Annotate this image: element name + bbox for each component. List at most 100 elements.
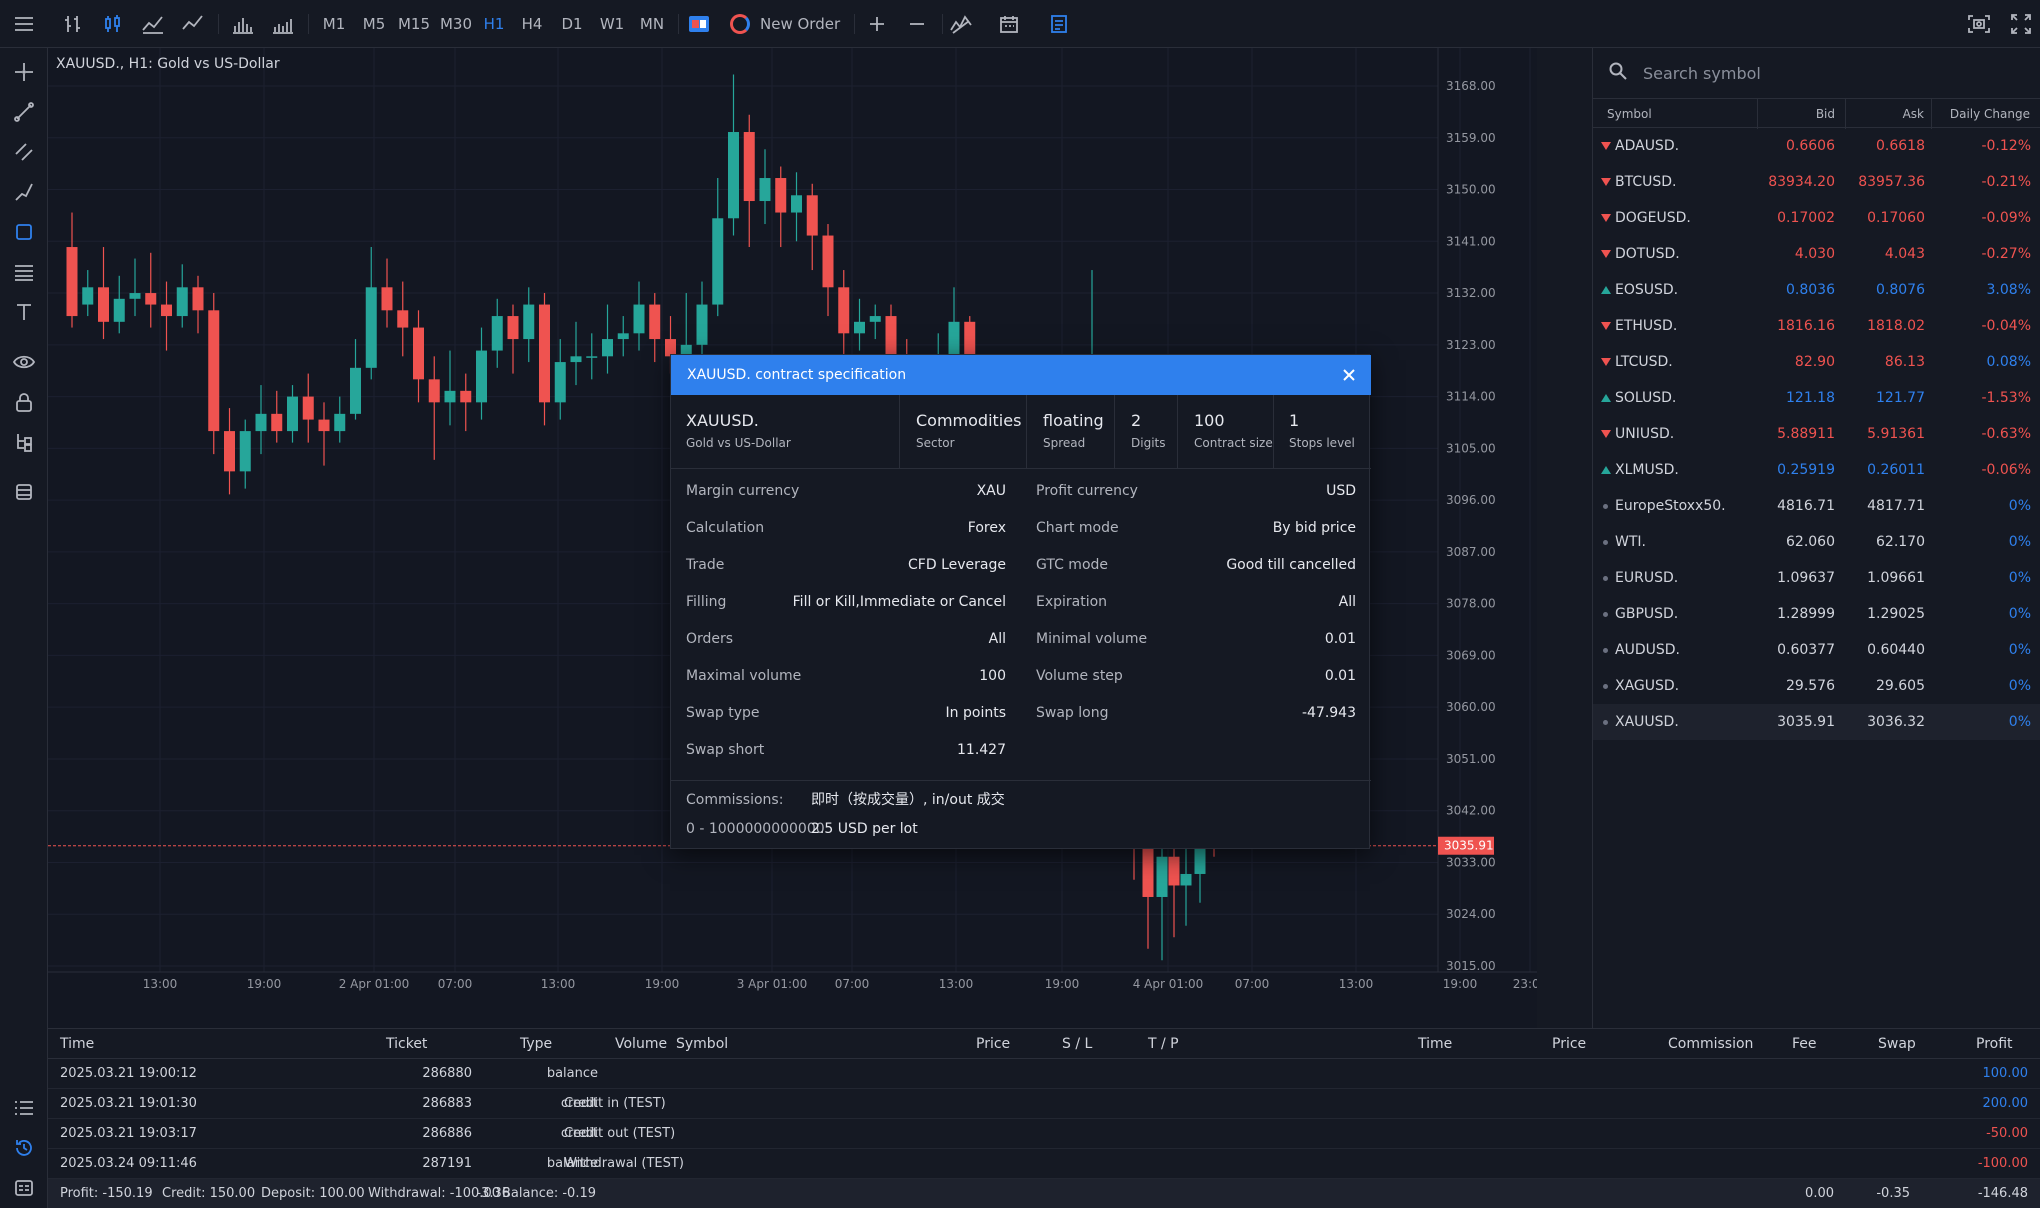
watchlist-row[interactable]: ADAUSD. 0.6606 0.6618 -0.12% [1593, 128, 2040, 164]
journal-icon[interactable] [0, 1168, 48, 1208]
col-volume[interactable]: Volume [615, 1036, 668, 1052]
candle-body [350, 367, 361, 414]
timeframe-m1[interactable]: M1 [322, 15, 346, 33]
watchlist-row[interactable]: EuropeStoxx50. 4816.71 4817.71 0% [1593, 488, 2040, 524]
watchlist-row[interactable]: DOGEUSD. 0.17002 0.17060 -0.09% [1593, 200, 2040, 236]
fullscreen-icon[interactable] [2006, 0, 2036, 48]
shapes-icon[interactable] [0, 212, 48, 252]
col-daily-change[interactable]: Daily Change [1949, 107, 2030, 121]
watchlist-row[interactable]: WTI. 62.060 62.170 0% [1593, 524, 2040, 560]
spec-row-chart-mode: Chart mode By bid price [1036, 510, 1356, 547]
col-sl[interactable]: S / L [1062, 1036, 1093, 1052]
summary-fee: 0.00 [1805, 1186, 1834, 1201]
history-icon[interactable] [0, 1128, 48, 1168]
col-type[interactable]: Type [520, 1036, 553, 1052]
drawing-toolbar [0, 48, 48, 1208]
indicators-icon[interactable] [946, 0, 976, 48]
symbol-search[interactable] [1593, 48, 2040, 98]
col-tp[interactable]: T / P [1148, 1036, 1179, 1052]
search-input[interactable] [1643, 63, 2003, 83]
watchlist-bid: 29.576 [1786, 678, 1835, 694]
lock-icon[interactable] [0, 382, 48, 422]
list-view-icon[interactable] [0, 1088, 48, 1128]
chart-title: XAUUSD., H1: Gold vs US-Dollar [56, 56, 280, 72]
watchlist-row[interactable]: AUDUSD. 0.60377 0.60440 0% [1593, 632, 2040, 668]
timeframe-m15[interactable]: M15 [397, 15, 431, 33]
history-row[interactable]: 2025.03.24 09:11:46 287191 balance Withdraw… [48, 1149, 2040, 1179]
close-icon[interactable] [1339, 365, 1359, 385]
history-row[interactable]: 2025.03.21 19:03:17 286886 credit Credit ou… [48, 1119, 2040, 1149]
crosshair-icon[interactable] [0, 52, 48, 92]
col-symbol[interactable]: Symbol [1607, 107, 1652, 121]
candle-body [1180, 873, 1192, 886]
time-axis-label: 07:00 [835, 977, 870, 991]
col-symbol[interactable]: Symbol [676, 1036, 729, 1052]
area-chart-type-icon[interactable] [138, 0, 168, 48]
watchlist-row[interactable]: EOSUSD. 0.8036 0.8076 3.08% [1593, 272, 2040, 308]
col-commission[interactable]: Commission [1668, 1036, 1754, 1052]
col-swap[interactable]: Swap [1878, 1036, 1916, 1052]
trend-line-icon[interactable] [0, 92, 48, 132]
timeframe-mn[interactable]: MN [639, 15, 665, 33]
watchlist-row[interactable]: EURUSD. 1.09637 1.09661 0% [1593, 560, 2040, 596]
col-bid[interactable]: Bid [1815, 107, 1835, 121]
timeframe-h4[interactable]: H4 [521, 15, 543, 33]
volume-trend-icon[interactable] [268, 0, 298, 48]
timeframe-d1[interactable]: D1 [561, 15, 583, 33]
object-tree-icon[interactable] [0, 422, 48, 462]
candlestick-chart-type-icon[interactable] [98, 0, 128, 48]
timeframe-m5[interactable]: M5 [362, 15, 386, 33]
watchlist-row[interactable]: ETHUSD. 1816.16 1818.02 -0.04% [1593, 308, 2040, 344]
candle-body [728, 132, 739, 219]
col-price[interactable]: Price [976, 1036, 1011, 1052]
col-close-time[interactable]: Time [1418, 1036, 1453, 1052]
channel-icon[interactable] [0, 132, 48, 172]
zoom-in-icon[interactable] [862, 0, 892, 48]
watchlist-row[interactable]: BTCUSD. 83934.20 83957.36 -0.21% [1593, 164, 2040, 200]
templates-icon[interactable] [0, 472, 48, 512]
new-order-button[interactable]: New Order [730, 0, 850, 48]
fibonacci-icon[interactable] [0, 252, 48, 292]
watchlist-row[interactable]: XAGUSD. 29.576 29.605 0% [1593, 668, 2040, 704]
watchlist-row[interactable]: DOTUSD. 4.030 4.043 -0.27% [1593, 236, 2040, 272]
dialog-title: XAUUSD. contract specification [671, 355, 1371, 395]
visibility-eye-icon[interactable] [0, 342, 48, 382]
commissions-range: 0 - 1000000000000 [686, 821, 825, 837]
col-close-price[interactable]: Price [1552, 1036, 1587, 1052]
volume-bars-icon[interactable] [228, 0, 258, 48]
text-tool-icon[interactable] [0, 292, 48, 332]
contract-spec-icon[interactable] [1044, 0, 1074, 48]
watchlist-row[interactable]: SOLUSD. 121.18 121.77 -1.53% [1593, 380, 2040, 416]
history-row[interactable]: 2025.03.21 19:00:12 286880 balance 100.00 [48, 1059, 2040, 1089]
watchlist-row[interactable]: UNIUSD. 5.88911 5.91361 -0.63% [1593, 416, 2040, 452]
col-time[interactable]: Time [60, 1036, 95, 1052]
col-ticket[interactable]: Ticket [386, 1036, 428, 1052]
history-profit: 100.00 [1982, 1066, 2029, 1081]
history-row[interactable]: 2025.03.21 19:01:30 286883 credit Credit in… [48, 1089, 2040, 1119]
bar-chart-type-icon[interactable] [58, 0, 88, 48]
candle-body [665, 339, 676, 357]
summary-total-profit: -146.48 [1977, 1186, 2028, 1201]
timeframe-h1[interactable]: H1 [483, 15, 505, 33]
spec-row-swap-long: Swap long -47.943 [1036, 695, 1356, 732]
timeframe-m30[interactable]: M30 [439, 15, 473, 33]
calendar-icon[interactable] [994, 0, 1024, 48]
col-profit[interactable]: Profit [1976, 1036, 2013, 1052]
screenshot-icon[interactable] [1962, 0, 1996, 48]
watchlist-row[interactable]: LTCUSD. 82.90 86.13 0.08% [1593, 344, 2040, 380]
watchlist-row[interactable]: XAUUSD. 3035.91 3036.32 0% [1593, 704, 2040, 740]
watchlist-row[interactable]: GBPUSD. 1.28999 1.29025 0% [1593, 596, 2040, 632]
polyline-icon[interactable] [0, 172, 48, 212]
col-ask[interactable]: Ask [1902, 107, 1924, 121]
candle-body [381, 287, 393, 311]
menu-icon[interactable] [8, 0, 40, 48]
commissions-label: Commissions: [686, 792, 784, 808]
line-chart-type-icon[interactable] [178, 0, 208, 48]
timeframe-w1[interactable]: W1 [599, 15, 625, 33]
candle-body [1142, 816, 1154, 897]
watchlist-row[interactable]: XLMUSD. 0.25919 0.26011 -0.06% [1593, 452, 2040, 488]
col-fee[interactable]: Fee [1792, 1036, 1817, 1052]
one-click-trading-icon[interactable] [686, 0, 712, 48]
history-type: credit [560, 1126, 598, 1141]
zoom-out-icon[interactable] [902, 0, 932, 48]
